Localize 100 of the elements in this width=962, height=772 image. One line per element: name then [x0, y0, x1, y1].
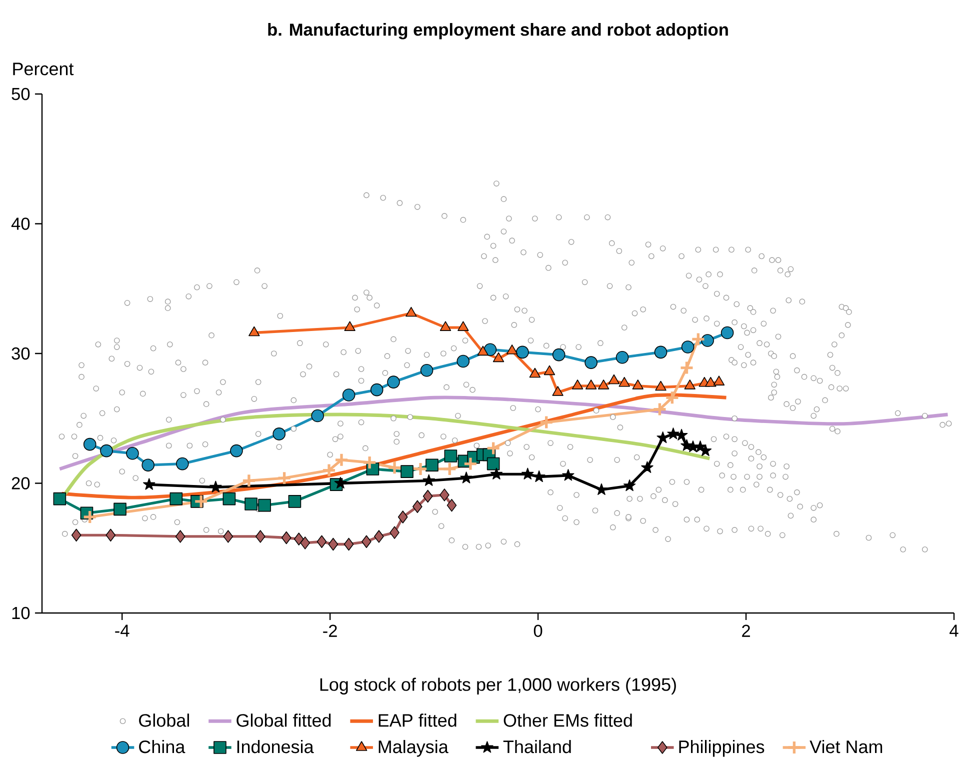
- point: [440, 321, 452, 331]
- point: [258, 498, 271, 512]
- point: [690, 332, 706, 347]
- point: [176, 457, 189, 470]
- point: [143, 478, 156, 490]
- point: [456, 354, 470, 368]
- point: [420, 364, 434, 377]
- point: [681, 340, 694, 354]
- y-tick-label: 50: [12, 88, 30, 100]
- point: [486, 457, 500, 470]
- y-tick-label: 10: [12, 606, 30, 620]
- legend-label: China: [139, 740, 186, 754]
- point: [598, 380, 610, 390]
- point: [422, 490, 433, 503]
- point: [422, 474, 435, 486]
- point: [272, 428, 286, 440]
- point: [244, 498, 258, 510]
- point: [175, 530, 186, 543]
- point: [529, 368, 541, 378]
- point: [288, 495, 302, 508]
- x-tick-label: 0: [534, 624, 542, 637]
- point: [281, 531, 292, 544]
- point: [552, 348, 566, 362]
- x-tick-label: 2: [742, 624, 750, 637]
- point: [294, 532, 304, 546]
- point: [311, 409, 324, 422]
- point: [608, 374, 620, 384]
- point: [463, 456, 478, 472]
- point: [701, 334, 714, 347]
- point: [344, 538, 354, 551]
- chart-title: b. Manufacturing employment share and robot adoption: [268, 23, 728, 40]
- x-axis-title: Log stock of robots per 1,000 workers (1995): [320, 678, 676, 694]
- legend-label: Viet Nam: [810, 740, 882, 754]
- point: [222, 492, 236, 506]
- point: [544, 365, 556, 376]
- point: [413, 462, 428, 476]
- point: [328, 538, 338, 551]
- point: [506, 344, 518, 354]
- point: [334, 476, 347, 489]
- point: [460, 472, 472, 484]
- point: [641, 461, 654, 473]
- point: [632, 380, 644, 390]
- point: [562, 469, 574, 481]
- point: [387, 460, 402, 476]
- legend-label: Philippines: [679, 740, 764, 757]
- point: [370, 383, 384, 396]
- point: [486, 440, 501, 456]
- point: [334, 452, 349, 468]
- point: [316, 535, 327, 548]
- point: [667, 428, 680, 440]
- point: [248, 326, 260, 336]
- point: [322, 462, 336, 478]
- y-tick-label: 30: [12, 347, 30, 360]
- x-tick-label: 4: [950, 624, 958, 637]
- point: [374, 530, 384, 543]
- point: [699, 444, 712, 456]
- point: [344, 321, 356, 331]
- point: [444, 450, 458, 462]
- point: [71, 528, 82, 542]
- point: [242, 473, 256, 488]
- point: [400, 465, 414, 478]
- y-tick-label: 20: [12, 477, 30, 490]
- point: [106, 528, 116, 542]
- legend-label: Malaysia: [378, 740, 448, 757]
- point: [255, 530, 266, 543]
- point: [440, 488, 450, 502]
- point: [584, 356, 598, 369]
- point: [679, 360, 694, 376]
- point: [223, 530, 234, 543]
- point: [585, 380, 597, 390]
- point: [446, 498, 457, 512]
- point: [114, 502, 126, 516]
- point: [652, 402, 668, 417]
- point: [595, 483, 608, 495]
- point: [458, 321, 469, 331]
- point: [342, 388, 356, 402]
- point: [142, 458, 154, 472]
- point: [82, 510, 98, 524]
- point: [516, 346, 529, 359]
- y-tick-label: 40: [11, 218, 30, 230]
- point: [490, 468, 503, 480]
- point: [654, 346, 668, 359]
- point: [412, 500, 422, 514]
- point: [552, 386, 564, 396]
- point: [572, 380, 584, 390]
- point: [477, 346, 489, 356]
- point: [300, 536, 310, 550]
- point: [276, 470, 292, 486]
- point: [492, 352, 504, 362]
- point: [539, 414, 554, 430]
- point: [664, 390, 680, 405]
- point: [720, 326, 734, 340]
- point: [387, 376, 400, 388]
- legend-label: EAP fitted: [378, 714, 456, 727]
- point: [442, 462, 457, 476]
- point: [616, 350, 629, 364]
- y-axis-title: Percent: [13, 62, 74, 76]
- point: [623, 479, 636, 492]
- line-series: [58, 396, 950, 471]
- point: [713, 376, 725, 386]
